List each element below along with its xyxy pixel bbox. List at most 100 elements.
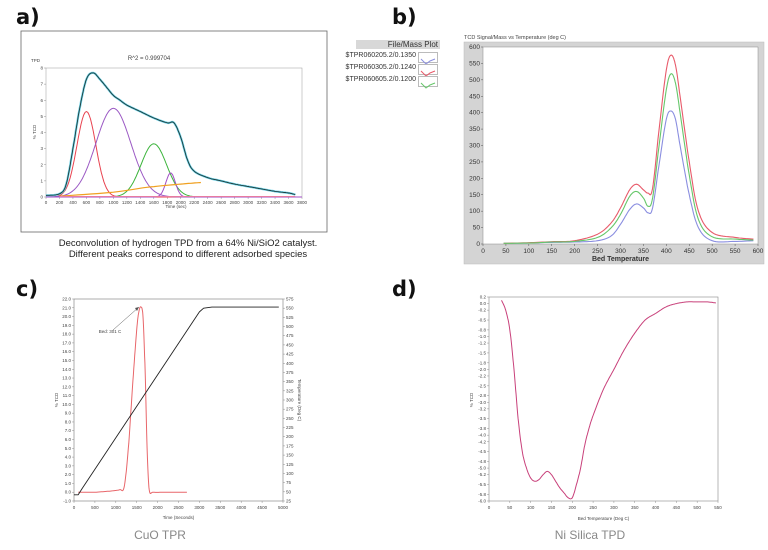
plot-area-a bbox=[45, 67, 303, 198]
x-tick-label: 150 bbox=[546, 248, 557, 255]
x-tick-label: 300 bbox=[610, 505, 618, 510]
y-tick-label: -1.0 bbox=[478, 334, 486, 339]
legend-label: $TPR060605.2/0.1200 bbox=[345, 76, 416, 83]
y2-tick-label: 425 bbox=[286, 352, 294, 357]
annotation-r2: R^2 = 0.999704 bbox=[128, 56, 171, 62]
y-tick-label: -2.0 bbox=[478, 367, 486, 372]
y-tick-label: 10.0 bbox=[62, 402, 71, 407]
y2-tick-label: 575 bbox=[286, 297, 294, 302]
panel-label-b: b) bbox=[392, 5, 417, 29]
y-tick-label: 0.0 bbox=[65, 490, 72, 495]
y-tick-label: 21.0 bbox=[62, 305, 71, 310]
y-tick-label: 16.0 bbox=[62, 349, 71, 354]
y2-tick-label: 50 bbox=[286, 489, 292, 494]
y2-tick-label: 25 bbox=[286, 499, 292, 504]
x-tick-label: 2500 bbox=[173, 505, 184, 510]
panel-label-c: c) bbox=[16, 277, 39, 301]
x-tick-label: 0 bbox=[488, 505, 491, 510]
legend-swatch bbox=[418, 64, 438, 77]
legend-entry: $TPR060305.2/0.1240 bbox=[346, 63, 440, 77]
y-tick-label: -4.5 bbox=[478, 449, 486, 454]
x-tick-label: 100 bbox=[523, 248, 534, 255]
x-tick-label: 1400 bbox=[135, 200, 146, 205]
x-tick-label: 250 bbox=[592, 248, 603, 255]
x-tick-label: 800 bbox=[96, 200, 104, 205]
x-tick-label: 2200 bbox=[189, 200, 200, 205]
y-tick-label: 8 bbox=[40, 66, 43, 71]
y2-tick-label: 525 bbox=[286, 315, 294, 320]
x-tick-label: 500 bbox=[91, 505, 99, 510]
y-tick-label: 2.0 bbox=[65, 472, 72, 477]
y-tick-label: 550 bbox=[469, 60, 480, 67]
y-tick-label: 3 bbox=[40, 146, 43, 151]
x-tick-label: 450 bbox=[673, 505, 681, 510]
y-tick-label: -0.5 bbox=[478, 318, 486, 323]
y-tick-label: 12.0 bbox=[62, 384, 71, 389]
y-tick-label: 1.0 bbox=[65, 481, 72, 486]
legend-label: $TPR060205.2/0.1350 bbox=[345, 52, 416, 59]
y-tick-label: 350 bbox=[469, 126, 480, 133]
y2-tick-label: 400 bbox=[286, 361, 294, 366]
x-tick-label: 450 bbox=[684, 248, 695, 255]
x-axis-label: Time (sec) bbox=[165, 204, 187, 209]
x-tick-label: 500 bbox=[707, 248, 718, 255]
y-tick-label: -2.2 bbox=[478, 373, 486, 378]
y-tick-label: 50 bbox=[473, 225, 481, 232]
x-tick-label: 400 bbox=[661, 248, 672, 255]
plot-area-c bbox=[73, 298, 284, 502]
legend-label: $TPR060305.2/0.1240 bbox=[345, 64, 416, 71]
y-tick-label: 4.0 bbox=[65, 455, 72, 460]
x-tick-label: 4500 bbox=[257, 505, 268, 510]
y-tick-label: 22.0 bbox=[62, 297, 71, 302]
y2-tick-label: 125 bbox=[286, 462, 294, 467]
y-tick-label: 200 bbox=[469, 175, 480, 182]
x-tick-label: 50 bbox=[507, 505, 513, 510]
y-tick-label: -5.8 bbox=[478, 492, 486, 497]
y-tick-label: -2.5 bbox=[478, 383, 486, 388]
x-tick-label: 1000 bbox=[111, 505, 122, 510]
legend-b: File/Mass Plot $TPR060205.2/0.1350 $TPR0… bbox=[346, 40, 440, 89]
legend-title: File/Mass Plot bbox=[356, 40, 440, 49]
x-tick-label: 500 bbox=[693, 505, 701, 510]
y-tick-label: 11.0 bbox=[63, 393, 72, 398]
x-tick-label: 200 bbox=[569, 248, 580, 255]
x-tick-label: 50 bbox=[502, 248, 510, 255]
y-tick-label: 20.0 bbox=[62, 314, 71, 319]
y2-tick-label: 225 bbox=[286, 425, 294, 430]
y2-tick-label: 375 bbox=[286, 370, 294, 375]
y-tick-label: 9.0 bbox=[65, 411, 72, 416]
y-tick-label: 3.0 bbox=[65, 463, 72, 468]
panel-label-a: a) bbox=[16, 5, 40, 29]
y-tick-label: -1.2 bbox=[478, 341, 486, 346]
x-tick-label: 1600 bbox=[149, 200, 160, 205]
x-tick-label: 3400 bbox=[270, 200, 281, 205]
y-tick-label: 15.0 bbox=[62, 358, 71, 363]
x-axis-label: Bed Temperature bbox=[592, 256, 649, 263]
legend-entry: $TPR060205.2/0.1350 bbox=[346, 51, 440, 65]
x-tick-label: 300 bbox=[615, 248, 626, 255]
y-tick-label: -3.0 bbox=[478, 400, 486, 405]
y-tick-label: -0.2 bbox=[478, 308, 486, 313]
y-tick-label: 150 bbox=[469, 192, 480, 199]
series-line-baseline bbox=[59, 181, 201, 197]
y-tick-label: 5.0 bbox=[65, 446, 72, 451]
legend-swatch bbox=[418, 52, 438, 65]
y-axis-label: % TCD bbox=[32, 124, 37, 139]
x-tick-label: 250 bbox=[589, 505, 597, 510]
x-tick-label: 3200 bbox=[257, 200, 268, 205]
y-tick-label: -4.8 bbox=[478, 459, 486, 464]
y-tick-label: 7 bbox=[40, 82, 43, 87]
series-line-tcd bbox=[77, 306, 187, 494]
y-tick-label: 4 bbox=[40, 130, 43, 135]
y-tick-label: -3.8 bbox=[478, 426, 486, 431]
y-tick-label: -1.8 bbox=[478, 360, 486, 365]
x-tick-label: 0 bbox=[481, 248, 485, 255]
legend-swatch bbox=[418, 76, 438, 89]
y-tick-label: 13.0 bbox=[62, 376, 71, 381]
x-tick-label: 1200 bbox=[122, 200, 133, 205]
x-tick-label: 350 bbox=[631, 505, 639, 510]
y-tick-label: 2 bbox=[40, 162, 43, 167]
y2-tick-label: 325 bbox=[286, 388, 294, 393]
annotation-arrow bbox=[112, 306, 140, 331]
